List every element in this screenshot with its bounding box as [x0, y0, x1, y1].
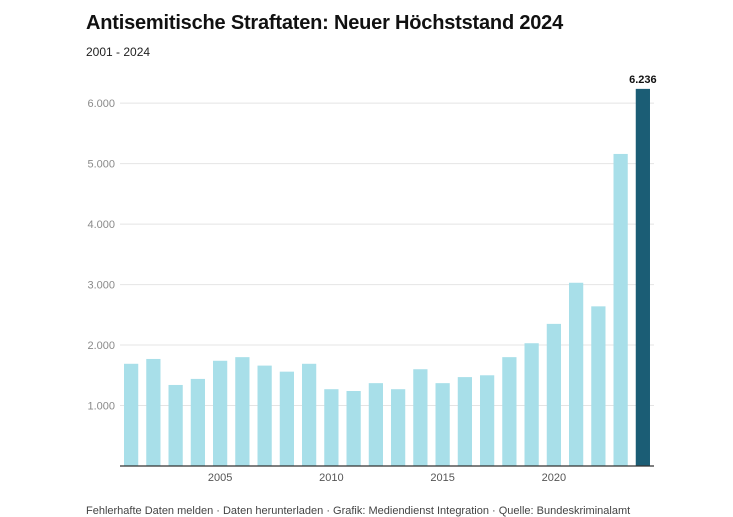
bar — [346, 391, 361, 466]
chart-subtitle: 2001 - 2024 — [86, 45, 151, 59]
y-tick-label: 5.000 — [87, 159, 115, 171]
y-tick-label: 2.000 — [87, 340, 115, 352]
bar — [391, 389, 406, 466]
bar — [524, 343, 539, 466]
bar — [302, 363, 317, 466]
y-tick-label: 1.000 — [87, 401, 115, 413]
chart-footer: Fehlerhafte Daten melden · Daten herunte… — [86, 505, 631, 517]
data-label: 6.236 — [629, 74, 657, 86]
bar — [502, 357, 517, 466]
x-tick-label: 2015 — [430, 472, 454, 484]
bar — [569, 282, 584, 466]
x-tick-label: 2020 — [542, 472, 566, 484]
x-tick-label: 2005 — [208, 472, 232, 484]
bar — [324, 389, 339, 466]
bar — [124, 363, 139, 466]
bar — [146, 358, 161, 466]
y-tick-label: 3.000 — [87, 280, 115, 292]
x-tick-label: 2010 — [319, 472, 343, 484]
bar — [279, 371, 294, 466]
bar — [190, 378, 205, 466]
chart-title: Antisemitische Straftaten: Neuer Höchsts… — [86, 12, 564, 34]
bar — [591, 306, 606, 466]
bar — [213, 360, 228, 466]
bar — [435, 383, 450, 466]
bar — [480, 375, 495, 466]
bar — [368, 383, 383, 466]
bar — [635, 88, 650, 466]
bar — [457, 377, 472, 466]
y-tick-label: 4.000 — [87, 219, 115, 231]
bar — [168, 384, 183, 466]
y-tick-label: 6.000 — [87, 98, 115, 110]
bar — [413, 369, 428, 466]
bar — [257, 365, 272, 466]
bar — [546, 323, 561, 466]
bar — [235, 357, 250, 466]
bar — [613, 153, 628, 466]
